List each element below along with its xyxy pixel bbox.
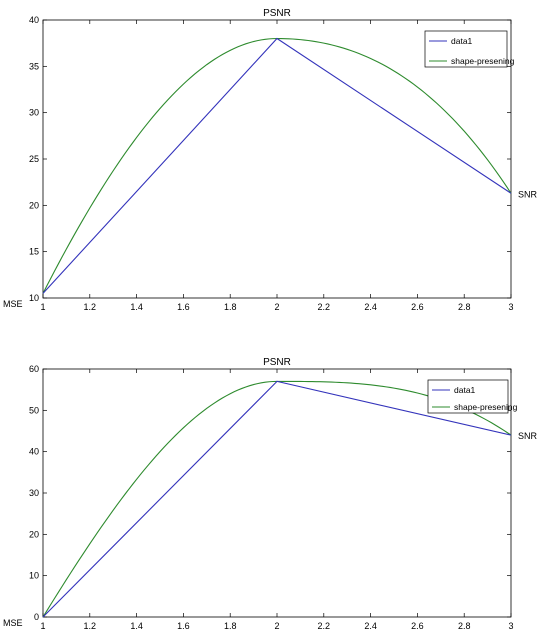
series-line-data1	[42, 380, 512, 618]
x-tick-label: 2.8	[458, 302, 471, 312]
y-tick-label: 40	[29, 447, 39, 457]
x-tick-label: 2	[274, 621, 279, 631]
x-tick-label: 2.2	[318, 621, 331, 631]
y-tick-label: 30	[29, 108, 39, 118]
x-tick-label: 1.8	[224, 302, 237, 312]
y-tick-label: 35	[29, 61, 39, 71]
y-tick-label: 50	[29, 405, 39, 415]
x-tick-label: 2.4	[364, 302, 377, 312]
x-tick-label: 2.4	[364, 621, 377, 631]
y-tick-label: 40	[29, 15, 39, 25]
y-tick-label: 20	[29, 200, 39, 210]
chart-1: PSNR 1 1.2 1.4 1.6 1.8 2 2.2 2.4 2.6 2.8 3 10 15 20 25 3…	[3, 8, 538, 312]
x-tick-label: 1	[40, 621, 45, 631]
y-tick-label: 10	[29, 571, 39, 581]
x-tick-label: 1.8	[224, 621, 237, 631]
x-tick-label: 1.6	[177, 621, 190, 631]
x-tick-label: 2.6	[411, 621, 424, 631]
legend-entry: shape-presening	[451, 56, 515, 66]
x-tick-label: 1.2	[84, 621, 97, 631]
x-tick-label: 1.4	[130, 302, 143, 312]
x-tick-label: 3	[508, 621, 513, 631]
legend-entry: data1	[451, 36, 473, 46]
x-tick-label: 1	[40, 302, 45, 312]
y-tick-label: 10	[29, 293, 39, 303]
series-line-data1	[42, 37, 512, 294]
corner-label: MSE	[3, 299, 23, 309]
end-label: SNR	[518, 431, 538, 441]
legend: data1 shape-presening	[427, 379, 518, 414]
x-tick-label: 2.2	[318, 302, 331, 312]
x-tick-label: 1.4	[130, 621, 143, 631]
y-tick-label: 60	[29, 364, 39, 374]
x-tick-label: 2	[274, 302, 279, 312]
chart-title: PSNR	[263, 8, 291, 19]
x-tick-label: 1.6	[177, 302, 190, 312]
y-tick-label: 25	[29, 154, 39, 164]
x-tick-label: 2.8	[458, 621, 471, 631]
x-tick-label: 2.6	[411, 302, 424, 312]
y-tick-label: 30	[29, 488, 39, 498]
legend: data1 shape-presening	[424, 30, 515, 68]
y-tick-label: 0	[34, 612, 39, 622]
legend-entry: shape-presening	[454, 402, 518, 412]
legend-entry: data1	[454, 385, 476, 395]
x-tick-label: 1.2	[84, 302, 97, 312]
y-tick-label: 20	[29, 529, 39, 539]
end-label: SNR	[518, 189, 538, 199]
x-tick-label: 3	[508, 302, 513, 312]
chart-title: PSNR	[263, 357, 291, 368]
corner-label: MSE	[3, 618, 23, 628]
y-tick-label: 15	[29, 247, 39, 257]
